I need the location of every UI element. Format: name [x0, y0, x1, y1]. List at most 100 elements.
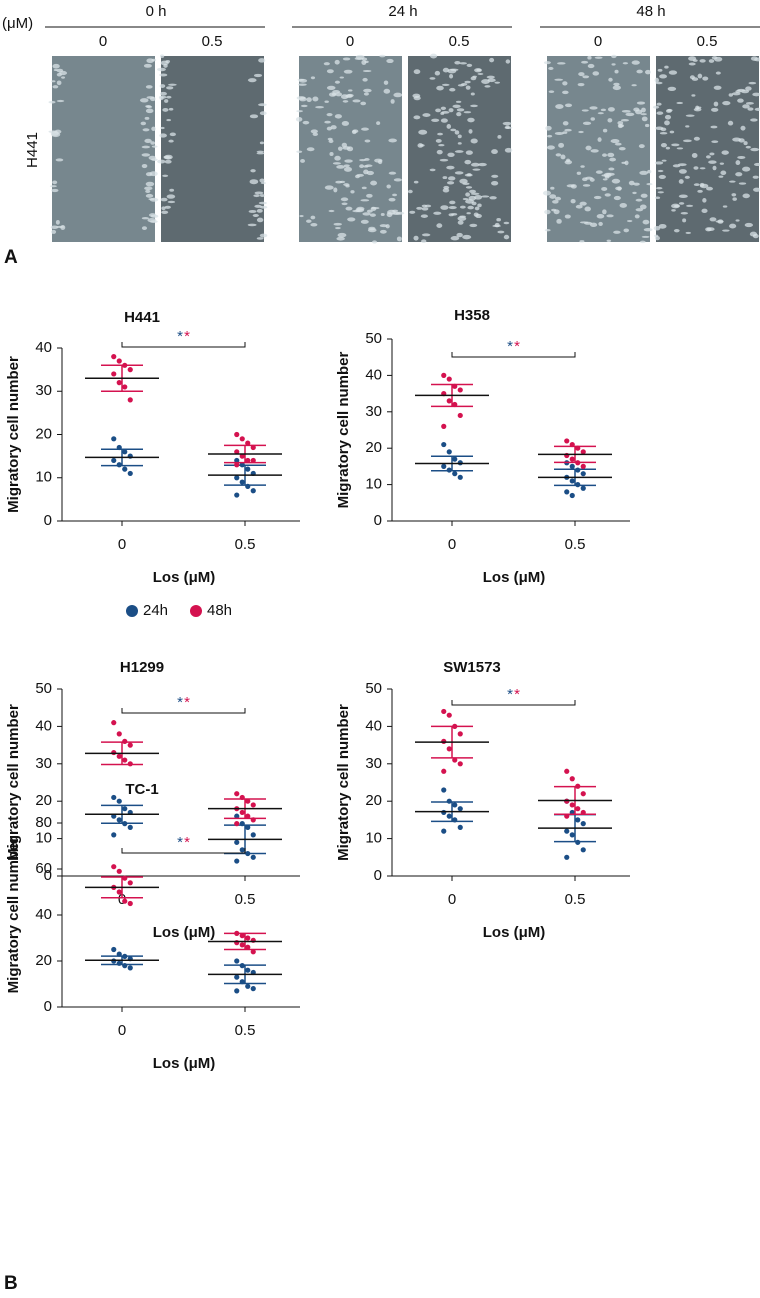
cell [693, 183, 700, 186]
cell [623, 228, 630, 233]
cell [56, 99, 65, 103]
cell [613, 230, 621, 234]
data-point [250, 832, 256, 838]
cell [259, 205, 268, 209]
y-tick-label: 50 [365, 680, 382, 697]
cell [300, 104, 308, 108]
cell [388, 171, 397, 175]
data-point [116, 358, 122, 364]
cell [160, 60, 169, 66]
cell [718, 175, 724, 178]
cell [582, 184, 591, 187]
cell [464, 159, 472, 165]
cell [720, 170, 727, 176]
data-point [116, 753, 122, 759]
data-point [116, 868, 122, 874]
cell [555, 104, 564, 109]
cell [597, 112, 604, 115]
cell [162, 107, 169, 112]
cell [740, 125, 746, 131]
cell [327, 137, 333, 141]
cell [409, 210, 416, 214]
cell [50, 225, 59, 230]
cell [584, 206, 591, 212]
cell [613, 195, 621, 201]
cell [749, 231, 758, 237]
cell [52, 180, 58, 185]
cell [448, 108, 454, 113]
cell [150, 141, 155, 145]
cell [691, 94, 696, 97]
cell [602, 209, 607, 215]
cell [722, 101, 731, 106]
cell [477, 203, 482, 208]
cell [447, 176, 456, 181]
cell [667, 86, 677, 91]
cell [252, 214, 259, 217]
y-tick-label: 40 [365, 717, 382, 734]
cell [148, 155, 157, 160]
cell [752, 92, 760, 97]
cell [737, 155, 746, 159]
data-point [250, 802, 256, 808]
cell [546, 134, 553, 138]
data-point [245, 798, 251, 804]
cell [386, 58, 394, 64]
y-tick-label: 40 [35, 717, 52, 734]
cell [160, 197, 168, 202]
cell [433, 211, 442, 215]
cell [364, 158, 370, 161]
time-label: 0 h [146, 3, 167, 20]
cell [342, 57, 351, 61]
data-point [441, 708, 447, 715]
cell [478, 162, 487, 167]
cell [604, 193, 611, 197]
cell [333, 187, 338, 193]
cell [259, 194, 265, 197]
data-point [569, 802, 575, 808]
data-point [441, 787, 447, 793]
cell [250, 169, 256, 173]
y-axis-label: Migratory cell number [5, 356, 22, 513]
cell [364, 139, 371, 143]
y-tick-label: 30 [35, 755, 52, 772]
data-point [441, 463, 447, 469]
cell [732, 197, 737, 201]
cell [296, 110, 303, 113]
cell [363, 92, 369, 96]
dose-label: 0.5 [697, 33, 718, 50]
cell [642, 219, 650, 225]
cell [360, 219, 369, 224]
data-point [250, 488, 256, 494]
significance-bracket [121, 708, 246, 714]
data-point [250, 986, 256, 992]
micrograph [656, 56, 759, 242]
cell [684, 175, 690, 179]
cell [416, 206, 423, 210]
cell [149, 171, 158, 177]
cell [447, 68, 457, 74]
cell [306, 147, 315, 152]
cell [715, 71, 721, 75]
cell [496, 217, 501, 222]
data-point [564, 489, 570, 495]
cell [711, 56, 718, 60]
cell [334, 155, 341, 161]
y-tick-label: 10 [365, 830, 382, 847]
cell [337, 146, 343, 151]
cell [139, 98, 149, 103]
cell [668, 70, 678, 75]
x-tick-label: 0.5 [235, 891, 256, 908]
cell [554, 78, 564, 81]
cell [256, 237, 264, 240]
cell [253, 73, 263, 78]
cell [467, 205, 474, 210]
cell [582, 121, 592, 126]
y-tick-label: 40 [365, 366, 382, 383]
cell [660, 143, 667, 148]
cell [592, 71, 600, 76]
cell [489, 57, 495, 63]
significance-star: * [184, 694, 190, 711]
data-point [122, 757, 128, 763]
data-point [234, 988, 240, 994]
